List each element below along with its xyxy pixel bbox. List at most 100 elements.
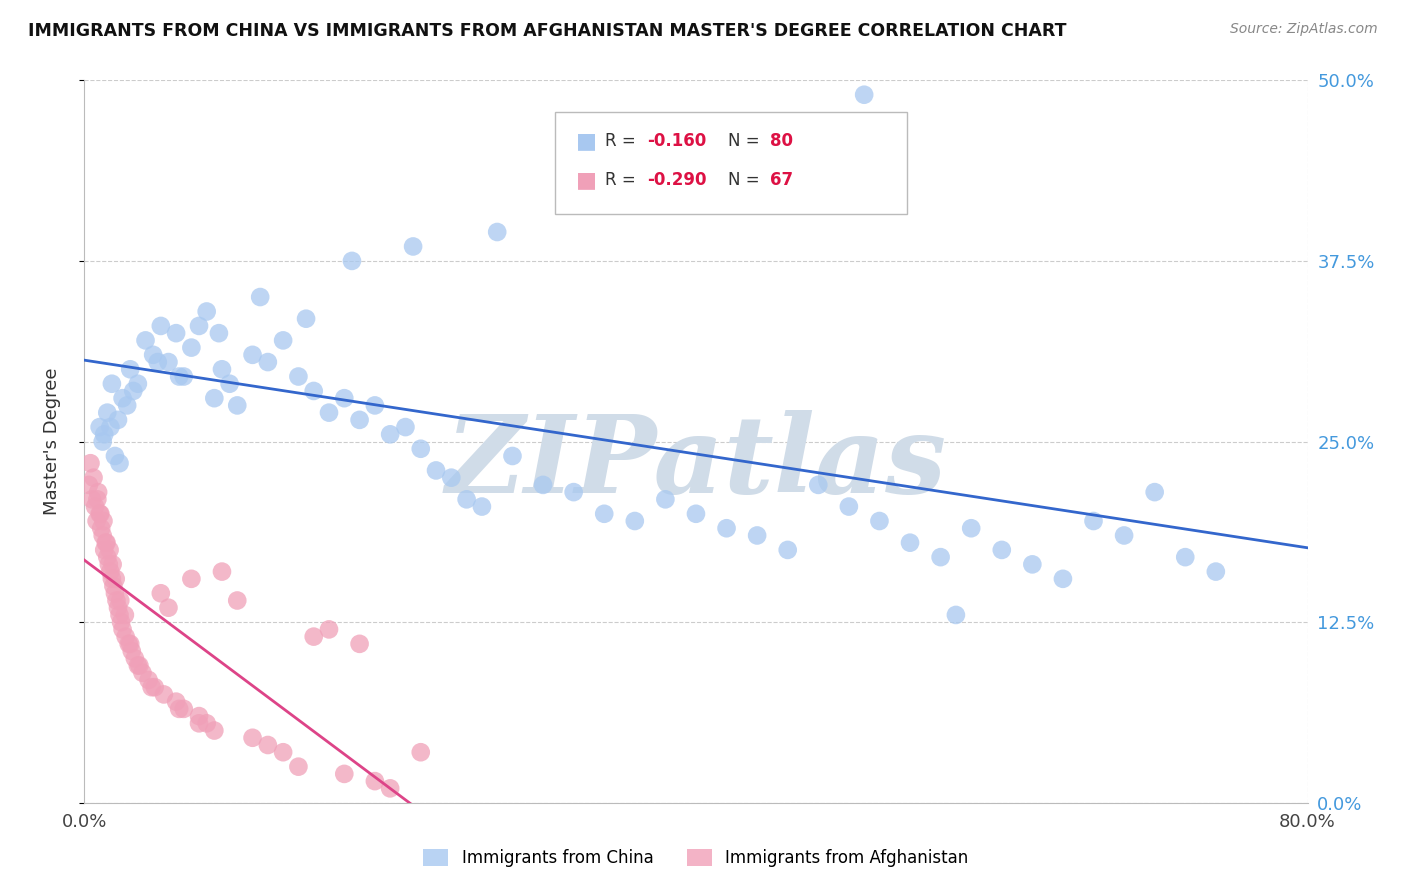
Point <box>531 478 554 492</box>
Point <box>87 485 110 500</box>
Point <box>149 586 172 600</box>
Point <box>118 637 141 651</box>
Point <box>103 579 125 593</box>
Text: N =: N = <box>728 171 765 189</box>
Point <box>90 521 112 535</box>
Point <box>380 781 402 796</box>
Point <box>96 406 118 420</box>
Point <box>226 398 249 412</box>
Point <box>167 369 190 384</box>
Point <box>173 702 195 716</box>
Y-axis label: Master's Degree: Master's Degree <box>42 368 60 516</box>
Point <box>287 760 309 774</box>
Point <box>127 658 149 673</box>
Point <box>101 558 124 572</box>
Point <box>167 702 190 716</box>
Point <box>98 542 121 557</box>
Point <box>108 607 131 622</box>
Point <box>1052 572 1074 586</box>
Point <box>128 658 150 673</box>
Point <box>115 398 138 412</box>
Point <box>593 507 616 521</box>
Point <box>108 456 131 470</box>
Point <box>101 376 124 391</box>
Point <box>1205 565 1227 579</box>
Point <box>249 290 271 304</box>
Point <box>1174 550 1197 565</box>
Point <box>122 384 145 398</box>
Point <box>114 630 136 644</box>
Text: -0.290: -0.290 <box>647 171 706 189</box>
Point <box>624 514 647 528</box>
Point <box>93 514 115 528</box>
Point <box>242 348 264 362</box>
Point <box>669 174 692 188</box>
Point <box>180 572 202 586</box>
Point <box>105 593 128 607</box>
Point <box>1021 558 1043 572</box>
Point <box>188 716 211 731</box>
Point <box>364 398 387 412</box>
Point <box>394 420 416 434</box>
Point <box>425 463 447 477</box>
Text: ZIPatlas: ZIPatlas <box>446 410 946 516</box>
Point <box>93 427 115 442</box>
Point <box>157 600 180 615</box>
Point <box>295 311 318 326</box>
Point <box>141 680 163 694</box>
Point <box>747 528 769 542</box>
Point <box>142 348 165 362</box>
Point <box>111 391 134 405</box>
Point <box>143 680 166 694</box>
Point <box>104 586 127 600</box>
Point <box>578 189 600 203</box>
Point <box>135 334 157 348</box>
Point <box>242 731 264 745</box>
Point <box>409 442 432 456</box>
Point <box>257 738 280 752</box>
Point <box>302 630 325 644</box>
Point <box>349 637 371 651</box>
Point <box>97 558 120 572</box>
Point <box>486 225 509 239</box>
Point <box>131 665 153 680</box>
Point <box>93 542 115 557</box>
Point <box>149 318 172 333</box>
Point <box>318 623 340 637</box>
Point <box>340 253 363 268</box>
Point <box>180 341 202 355</box>
Point <box>1143 485 1166 500</box>
Point <box>211 362 233 376</box>
Point <box>83 471 105 485</box>
Point <box>807 478 830 492</box>
Point <box>107 600 129 615</box>
Point <box>84 500 107 514</box>
Point <box>271 745 294 759</box>
Point <box>98 565 121 579</box>
Point <box>202 723 225 738</box>
Point <box>202 391 225 405</box>
Point <box>218 376 240 391</box>
Text: ■: ■ <box>576 170 598 190</box>
Point <box>271 334 294 348</box>
Point <box>1114 528 1136 542</box>
Point <box>107 413 129 427</box>
Point <box>287 369 309 384</box>
Point <box>89 507 111 521</box>
Point <box>120 362 142 376</box>
Point <box>110 615 132 630</box>
Point <box>101 572 124 586</box>
Point <box>138 673 160 687</box>
Text: 80: 80 <box>770 132 793 150</box>
Text: R =: R = <box>605 132 641 150</box>
Point <box>94 535 117 549</box>
Point <box>471 500 494 514</box>
Legend: Immigrants from China, Immigrants from Afghanistan: Immigrants from China, Immigrants from A… <box>416 842 976 874</box>
Point <box>402 239 425 253</box>
Point <box>333 391 356 405</box>
Point <box>716 521 738 535</box>
Point <box>349 413 371 427</box>
Point <box>91 528 114 542</box>
Point <box>114 607 136 622</box>
Point <box>124 651 146 665</box>
